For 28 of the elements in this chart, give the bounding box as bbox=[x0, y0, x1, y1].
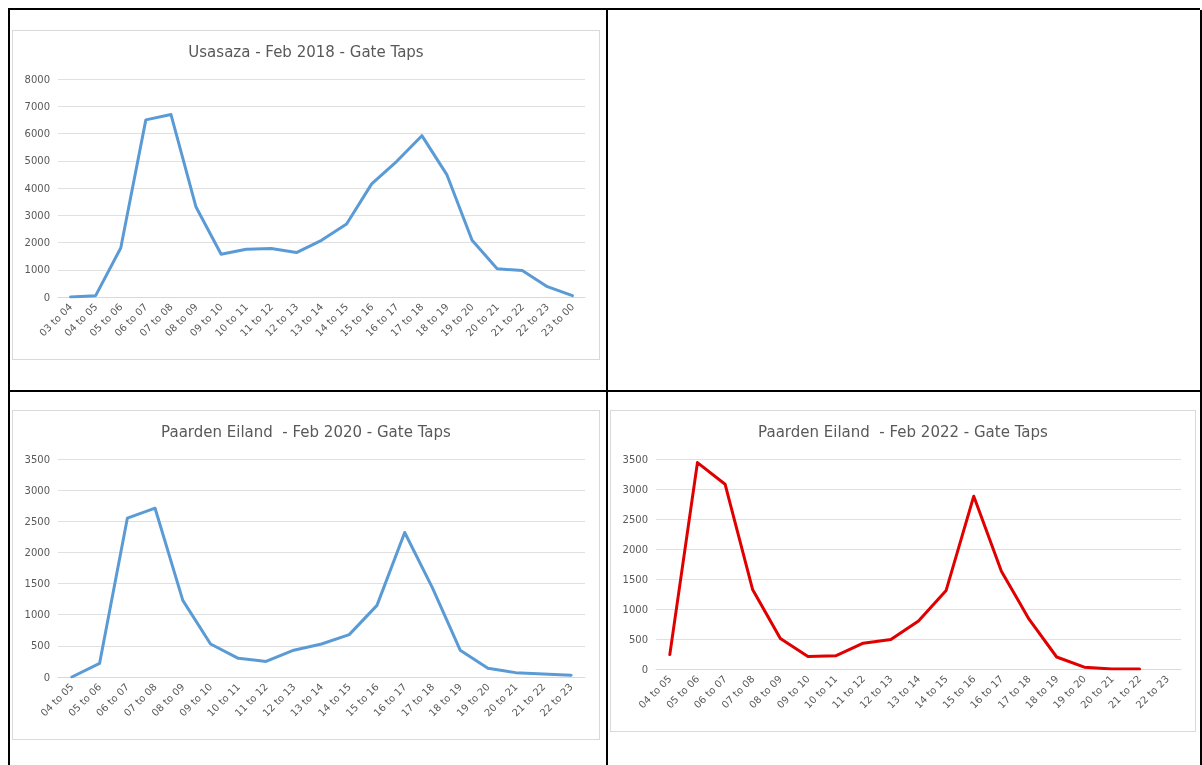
chart-title: Paarden Eiland - Feb 2022 - Gate Taps bbox=[758, 422, 1049, 441]
y-tick-label: 0 bbox=[43, 671, 50, 683]
y-tick-label: 1000 bbox=[622, 603, 648, 615]
y-tick-label: 1000 bbox=[24, 609, 50, 621]
y-tick-label: 3000 bbox=[622, 483, 648, 495]
y-tick-label: 0 bbox=[43, 291, 50, 303]
y-tick-label: 6000 bbox=[24, 128, 50, 139]
y-tick-label: 3000 bbox=[24, 484, 50, 496]
chart-title: Paarden Eiland - Feb 2020 - Gate Taps bbox=[161, 422, 452, 441]
chart-title: Usasaza - Feb 2018 - Gate Taps bbox=[188, 42, 424, 61]
y-tick-label: 500 bbox=[628, 633, 648, 645]
y-tick-label: 2000 bbox=[24, 237, 50, 248]
y-tick-label: 2500 bbox=[24, 515, 50, 527]
y-tick-label: 3500 bbox=[24, 453, 50, 465]
y-tick-label: 4000 bbox=[24, 182, 50, 194]
y-tick-label: 0 bbox=[641, 663, 648, 675]
y-tick-label: 8000 bbox=[24, 73, 50, 85]
y-tick-label: 1500 bbox=[24, 578, 50, 590]
y-tick-label: 2000 bbox=[622, 543, 648, 555]
y-tick-label: 2000 bbox=[24, 546, 50, 558]
y-tick-label: 3500 bbox=[622, 453, 648, 465]
y-tick-label: 2500 bbox=[622, 513, 648, 525]
y-tick-label: 1000 bbox=[24, 264, 50, 276]
y-tick-label: 7000 bbox=[24, 100, 50, 112]
y-tick-label: 1500 bbox=[622, 573, 648, 585]
y-tick-label: 3000 bbox=[24, 209, 50, 221]
y-tick-label: 500 bbox=[30, 640, 50, 652]
y-tick-label: 5000 bbox=[24, 155, 50, 167]
